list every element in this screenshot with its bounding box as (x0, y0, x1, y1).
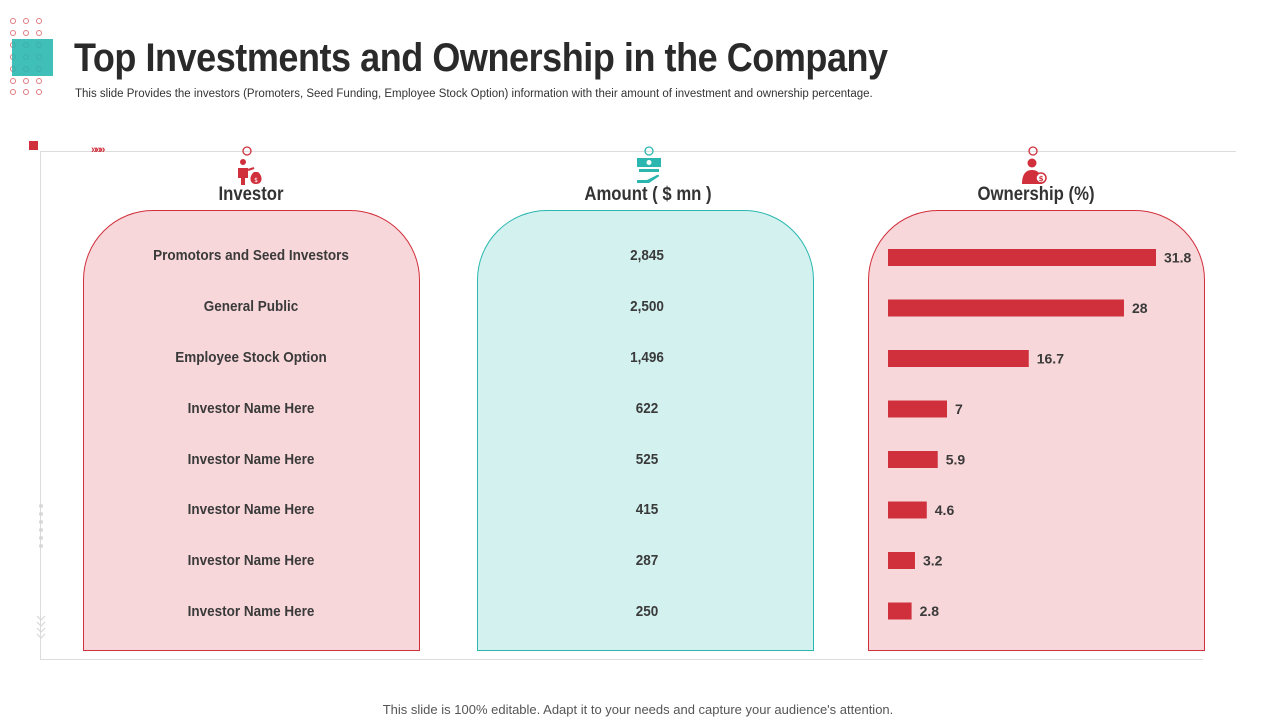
left-divider (40, 151, 41, 660)
top-divider (40, 151, 1236, 152)
ownership-bar (888, 602, 912, 620)
amount-cell: 622 (635, 400, 659, 417)
ownership-value-label: 4.6 (935, 502, 955, 518)
investor-panel (83, 210, 420, 651)
decorative-chevrons: »»» (91, 144, 105, 156)
ownership-bar (888, 451, 938, 468)
investor-cell: General Public (203, 298, 299, 315)
investor-cell: Investor Name Here (187, 501, 315, 518)
decorative-side-chevrons (36, 615, 46, 639)
ownership-bar (888, 501, 927, 519)
svg-text:$: $ (1039, 175, 1044, 183)
ownership-value-label: 7 (955, 401, 963, 417)
amount-panel (477, 210, 814, 651)
page-subtitle: This slide Provides the investors (Promo… (75, 88, 873, 100)
bottom-divider (40, 659, 1203, 660)
investor-money-bag-icon: $ (238, 146, 262, 185)
decorative-red-square (29, 141, 38, 150)
ownership-bar (888, 299, 1124, 317)
amount-cell: 2,845 (630, 247, 664, 264)
decorative-side-dots (39, 504, 43, 548)
amount-column-header: Amount ( $ mn ) (584, 184, 712, 205)
investor-cell: Investor Name Here (187, 451, 315, 468)
amount-cell: 287 (635, 552, 659, 569)
investor-cell: Investor Name Here (187, 552, 315, 569)
amount-cell: 250 (635, 603, 659, 620)
footer-note: This slide is 100% editable. Adapt it to… (382, 702, 894, 717)
ownership-bar (888, 400, 947, 418)
ownership-value-label: 31.8 (1164, 250, 1191, 266)
ownership-value-label: 16.7 (1037, 351, 1064, 367)
ownership-bar (888, 350, 1029, 367)
decorative-teal-block (12, 39, 53, 76)
investor-cell: Promotors and Seed Investors (153, 247, 349, 264)
ownership-value-label: 2.8 (920, 603, 940, 619)
ownership-panel (868, 210, 1205, 651)
ownership-bar (888, 249, 1156, 266)
person-dollar-icon: $ (1022, 146, 1047, 184)
ownership-column-header: Ownership (%) (977, 184, 1095, 205)
amount-cell: 2,500 (630, 298, 664, 315)
svg-text:$: $ (254, 177, 258, 184)
page-title: Top Investments and Ownership in the Com… (74, 36, 888, 80)
amount-cell: 525 (635, 451, 659, 468)
ownership-bar-chart: 31.8 28 16.7 7 5.9 4.6 3.2 2.8 (888, 249, 1191, 620)
amount-cell: 1,496 (630, 349, 664, 366)
investor-cell: Employee Stock Option (175, 349, 327, 366)
ownership-value-label: 5.9 (946, 452, 966, 468)
amount-cell: 415 (635, 501, 659, 518)
ownership-bar (888, 552, 915, 569)
investor-column-header: Investor (218, 184, 284, 205)
ownership-value-label: 28 (1132, 300, 1148, 316)
cash-in-hand-icon (637, 146, 661, 183)
investor-cell: Investor Name Here (187, 400, 315, 417)
ownership-value-label: 3.2 (923, 553, 943, 569)
investor-cell: Investor Name Here (187, 603, 315, 620)
